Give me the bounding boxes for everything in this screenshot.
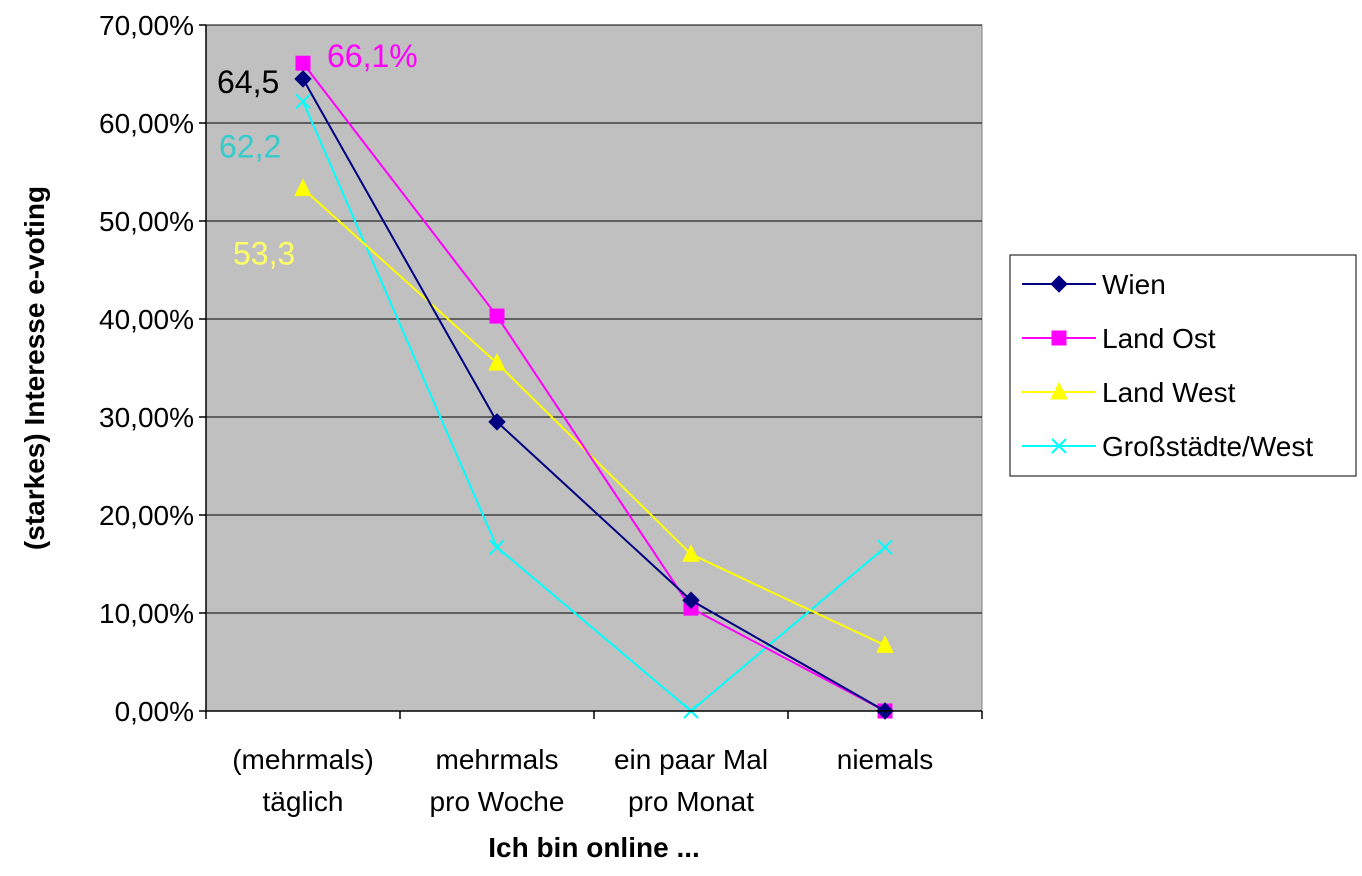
legend-marker — [1050, 381, 1068, 400]
data-point — [294, 178, 312, 197]
gridlines — [206, 24, 982, 614]
data-label: 62,2 — [219, 128, 281, 164]
data-point — [489, 308, 505, 324]
series-line-Land West — [302, 187, 886, 647]
x-tick-label: ein paar Mal — [614, 744, 768, 775]
series-line-Land Ost — [302, 62, 886, 712]
legend: Wien Land Ost Land West Großstädte/West — [1009, 254, 1357, 477]
series-line-Wien — [302, 78, 886, 712]
data-point — [682, 544, 700, 562]
data-label: 66,1% — [327, 38, 418, 74]
x-tick-label: niemals — [837, 744, 933, 775]
data-point — [876, 635, 894, 653]
data-label: 64,5 — [217, 64, 279, 100]
legend-label: Land West — [1102, 377, 1236, 408]
x-tick-label: pro Woche — [430, 786, 565, 817]
data-labels: 64,5 66,1% 62,2 53,3 — [217, 38, 418, 271]
data-point — [488, 352, 506, 371]
y-axis-title: (starkes) Interesse e-voting — [19, 186, 50, 550]
data-label: 53,3 — [233, 236, 295, 272]
legend-box — [1009, 254, 1357, 477]
legend-marker — [1051, 330, 1067, 346]
y-tick-label: 20,00% — [99, 500, 194, 531]
plot-area — [205, 24, 983, 712]
legend-label: Großstädte/West — [1102, 431, 1313, 462]
data-point — [488, 413, 506, 431]
data-point — [294, 70, 312, 88]
x-tick-label: (mehrmals) — [232, 744, 374, 775]
x-tick-label: pro Monat — [628, 786, 754, 817]
data-point — [295, 93, 311, 110]
data-point — [489, 539, 505, 556]
y-tick-label: 10,00% — [99, 598, 194, 629]
x-tick-label: mehrmals — [436, 744, 559, 775]
legend-marker — [1051, 438, 1067, 454]
legend-label: Land Ost — [1102, 323, 1216, 354]
legend-label: Wien — [1102, 269, 1166, 300]
x-tick-labels: (mehrmals) täglich mehrmals pro Woche ein pa… — [205, 711, 983, 817]
series-line-Großstädte/West — [302, 101, 886, 713]
y-tick-label: 70,00% — [99, 10, 194, 41]
data-point — [682, 591, 700, 609]
y-tick-label: 40,00% — [99, 304, 194, 335]
x-tick-label: täglich — [263, 786, 344, 817]
y-tick-labels: 0,00% 10,00% 20,00% 30,00% 40,00% 50,00% 60,00… — [99, 10, 206, 727]
data-point — [295, 55, 311, 71]
y-tick-label: 60,00% — [99, 108, 194, 139]
legend-marker — [1050, 275, 1068, 293]
y-tick-label: 50,00% — [99, 206, 194, 237]
data-point — [877, 539, 893, 556]
y-tick-label: 30,00% — [99, 402, 194, 433]
y-tick-label: 0,00% — [115, 696, 194, 727]
x-axis-title: Ich bin online ... — [488, 832, 700, 863]
